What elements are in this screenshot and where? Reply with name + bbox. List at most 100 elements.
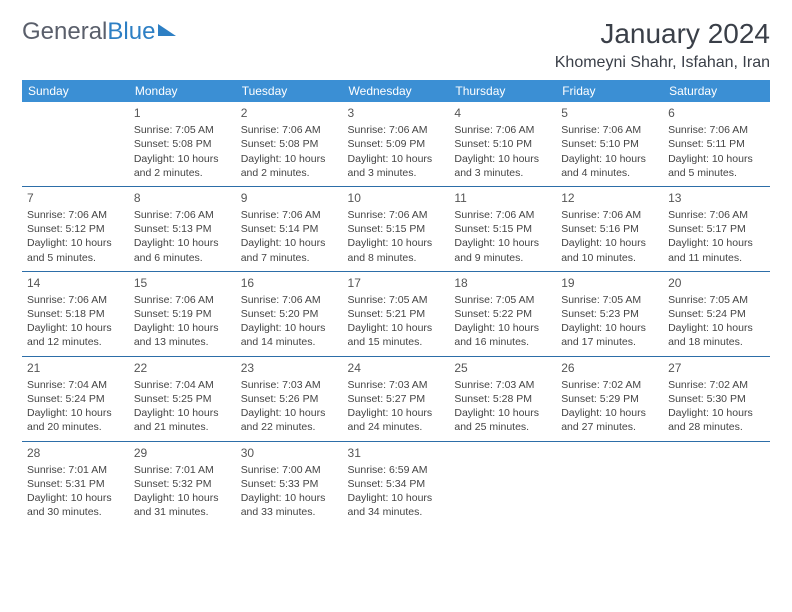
daylight-line: Daylight: 10 hours and 28 minutes. [668,406,765,434]
daylight-line: Daylight: 10 hours and 3 minutes. [454,152,551,180]
daylight-line: Daylight: 10 hours and 21 minutes. [134,406,231,434]
calendar-day-cell: 8Sunrise: 7:06 AMSunset: 5:13 PMDaylight… [129,186,236,271]
day-number: 1 [134,105,231,121]
calendar-day-cell: 13Sunrise: 7:06 AMSunset: 5:17 PMDayligh… [663,186,770,271]
header: GeneralBlue January 2024 Khomeyni Shahr,… [22,18,770,72]
calendar-day-cell: 30Sunrise: 7:00 AMSunset: 5:33 PMDayligh… [236,441,343,525]
day-number: 9 [241,190,338,206]
daylight-line: Daylight: 10 hours and 2 minutes. [241,152,338,180]
calendar-day-cell: 4Sunrise: 7:06 AMSunset: 5:10 PMDaylight… [449,102,556,186]
sunset-line: Sunset: 5:32 PM [134,477,231,491]
sunset-line: Sunset: 5:33 PM [241,477,338,491]
sunrise-line: Sunrise: 7:01 AM [27,463,124,477]
sunrise-line: Sunrise: 7:04 AM [134,378,231,392]
day-number: 20 [668,275,765,291]
logo-text-1: General [22,18,107,46]
calendar-day-cell: 9Sunrise: 7:06 AMSunset: 5:14 PMDaylight… [236,186,343,271]
sunrise-line: Sunrise: 7:06 AM [134,208,231,222]
sunrise-line: Sunrise: 7:06 AM [454,208,551,222]
calendar-day-cell [449,441,556,525]
day-number: 23 [241,360,338,376]
day-number: 22 [134,360,231,376]
daylight-line: Daylight: 10 hours and 12 minutes. [27,321,124,349]
sunset-line: Sunset: 5:24 PM [668,307,765,321]
daylight-line: Daylight: 10 hours and 27 minutes. [561,406,658,434]
calendar-day-cell: 1Sunrise: 7:05 AMSunset: 5:08 PMDaylight… [129,102,236,186]
calendar-day-cell: 23Sunrise: 7:03 AMSunset: 5:26 PMDayligh… [236,356,343,441]
sunset-line: Sunset: 5:10 PM [454,137,551,151]
weekday-header-row: Sunday Monday Tuesday Wednesday Thursday… [22,80,770,102]
weekday-header: Saturday [663,80,770,102]
sail-icon [158,24,176,36]
sunset-line: Sunset: 5:15 PM [454,222,551,236]
day-number: 28 [27,445,124,461]
day-number: 12 [561,190,658,206]
sunset-line: Sunset: 5:29 PM [561,392,658,406]
title-block: January 2024 Khomeyni Shahr, Isfahan, Ir… [555,18,770,72]
day-number: 17 [348,275,445,291]
calendar-day-cell: 31 Sunrise: 6:59 AMSunset: 5:34 PMDayligh… [343,441,450,525]
calendar-day-cell: 27Sunrise: 7:02 AMSunset: 5:30 PMDayligh… [663,356,770,441]
sunset-line: Sunset: 5:20 PM [241,307,338,321]
calendar-day-cell: 5 Sunrise: 7:06 AMSunset: 5:10 PMDaylight… [556,102,663,186]
daylight-line: Daylight: 10 hours and 5 minutes. [668,152,765,180]
day-number: 13 [668,190,765,206]
daylight-line: Daylight: 10 hours and 25 minutes. [454,406,551,434]
location: Khomeyni Shahr, Isfahan, Iran [555,54,770,72]
calendar-day-cell: 12Sunrise: 7:06 AMSunset: 5:16 PMDayligh… [556,186,663,271]
sunrise-line: Sunrise: 7:06 AM [668,208,765,222]
sunset-line: Sunset: 5:15 PM [348,222,445,236]
sunset-line: Sunset: 5:21 PM [348,307,445,321]
sunset-line: Sunset: 5:17 PM [668,222,765,236]
daylight-line: Daylight: 10 hours and 34 minutes. [348,491,445,519]
sunset-line: Sunset: 5:34 PM [348,477,445,491]
day-number: 10 [348,190,445,206]
sunrise-line: Sunrise: 7:03 AM [348,378,445,392]
sunrise-line: Sunrise: 7:02 AM [561,378,658,392]
logo: GeneralBlue [22,18,176,46]
sunset-line: Sunset: 5:13 PM [134,222,231,236]
weekday-header: Sunday [22,80,129,102]
sunrise-line: Sunrise: 7:06 AM [561,123,658,137]
sunset-line: Sunset: 5:31 PM [27,477,124,491]
daylight-line: Daylight: 10 hours and 5 minutes. [27,236,124,264]
sunrise-line: Sunrise: 7:06 AM [454,123,551,137]
daylight-line: Daylight: 10 hours and 9 minutes. [454,236,551,264]
sunset-line: Sunset: 5:10 PM [561,137,658,151]
daylight-line: Daylight: 10 hours and 6 minutes. [134,236,231,264]
sunset-line: Sunset: 5:23 PM [561,307,658,321]
daylight-line: Daylight: 10 hours and 4 minutes. [561,152,658,180]
calendar-day-cell: 16Sunrise: 7:06 AMSunset: 5:20 PMDayligh… [236,271,343,356]
calendar-week-row: 28Sunrise: 7:01 AMSunset: 5:31 PMDayligh… [22,441,770,525]
calendar-week-row: 7Sunrise: 7:06 AMSunset: 5:12 PMDaylight… [22,186,770,271]
day-number: 15 [134,275,231,291]
day-number: 31 [348,445,445,461]
sunrise-line: Sunrise: 7:06 AM [134,293,231,307]
calendar-day-cell: 25Sunrise: 7:03 AMSunset: 5:28 PMDayligh… [449,356,556,441]
daylight-line: Daylight: 10 hours and 13 minutes. [134,321,231,349]
day-number: 6 [668,105,765,121]
calendar-day-cell: 15Sunrise: 7:06 AMSunset: 5:19 PMDayligh… [129,271,236,356]
calendar-day-cell [22,102,129,186]
calendar-day-cell: 3Sunrise: 7:06 AMSunset: 5:09 PMDaylight… [343,102,450,186]
day-number: 21 [27,360,124,376]
calendar-day-cell: 7Sunrise: 7:06 AMSunset: 5:12 PMDaylight… [22,186,129,271]
day-number: 30 [241,445,338,461]
sunset-line: Sunset: 5:14 PM [241,222,338,236]
sunrise-line: Sunrise: 7:05 AM [561,293,658,307]
calendar-day-cell [663,441,770,525]
sunrise-line: Sunrise: 7:01 AM [134,463,231,477]
calendar-day-cell: 17Sunrise: 7:05 AMSunset: 5:21 PMDayligh… [343,271,450,356]
sunrise-line: Sunrise: 7:06 AM [561,208,658,222]
day-number: 5 [561,105,658,121]
calendar-body: 1Sunrise: 7:05 AMSunset: 5:08 PMDaylight… [22,102,770,525]
sunset-line: Sunset: 5:25 PM [134,392,231,406]
sunrise-line: Sunrise: 7:05 AM [348,293,445,307]
sunrise-line: Sunrise: 7:06 AM [668,123,765,137]
calendar-week-row: 1Sunrise: 7:05 AMSunset: 5:08 PMDaylight… [22,102,770,186]
sunrise-line: Sunrise: 6:59 AM [348,463,445,477]
daylight-line: Daylight: 10 hours and 17 minutes. [561,321,658,349]
day-number: 24 [348,360,445,376]
day-number: 11 [454,190,551,206]
calendar-day-cell: 6Sunrise: 7:06 AMSunset: 5:11 PMDaylight… [663,102,770,186]
